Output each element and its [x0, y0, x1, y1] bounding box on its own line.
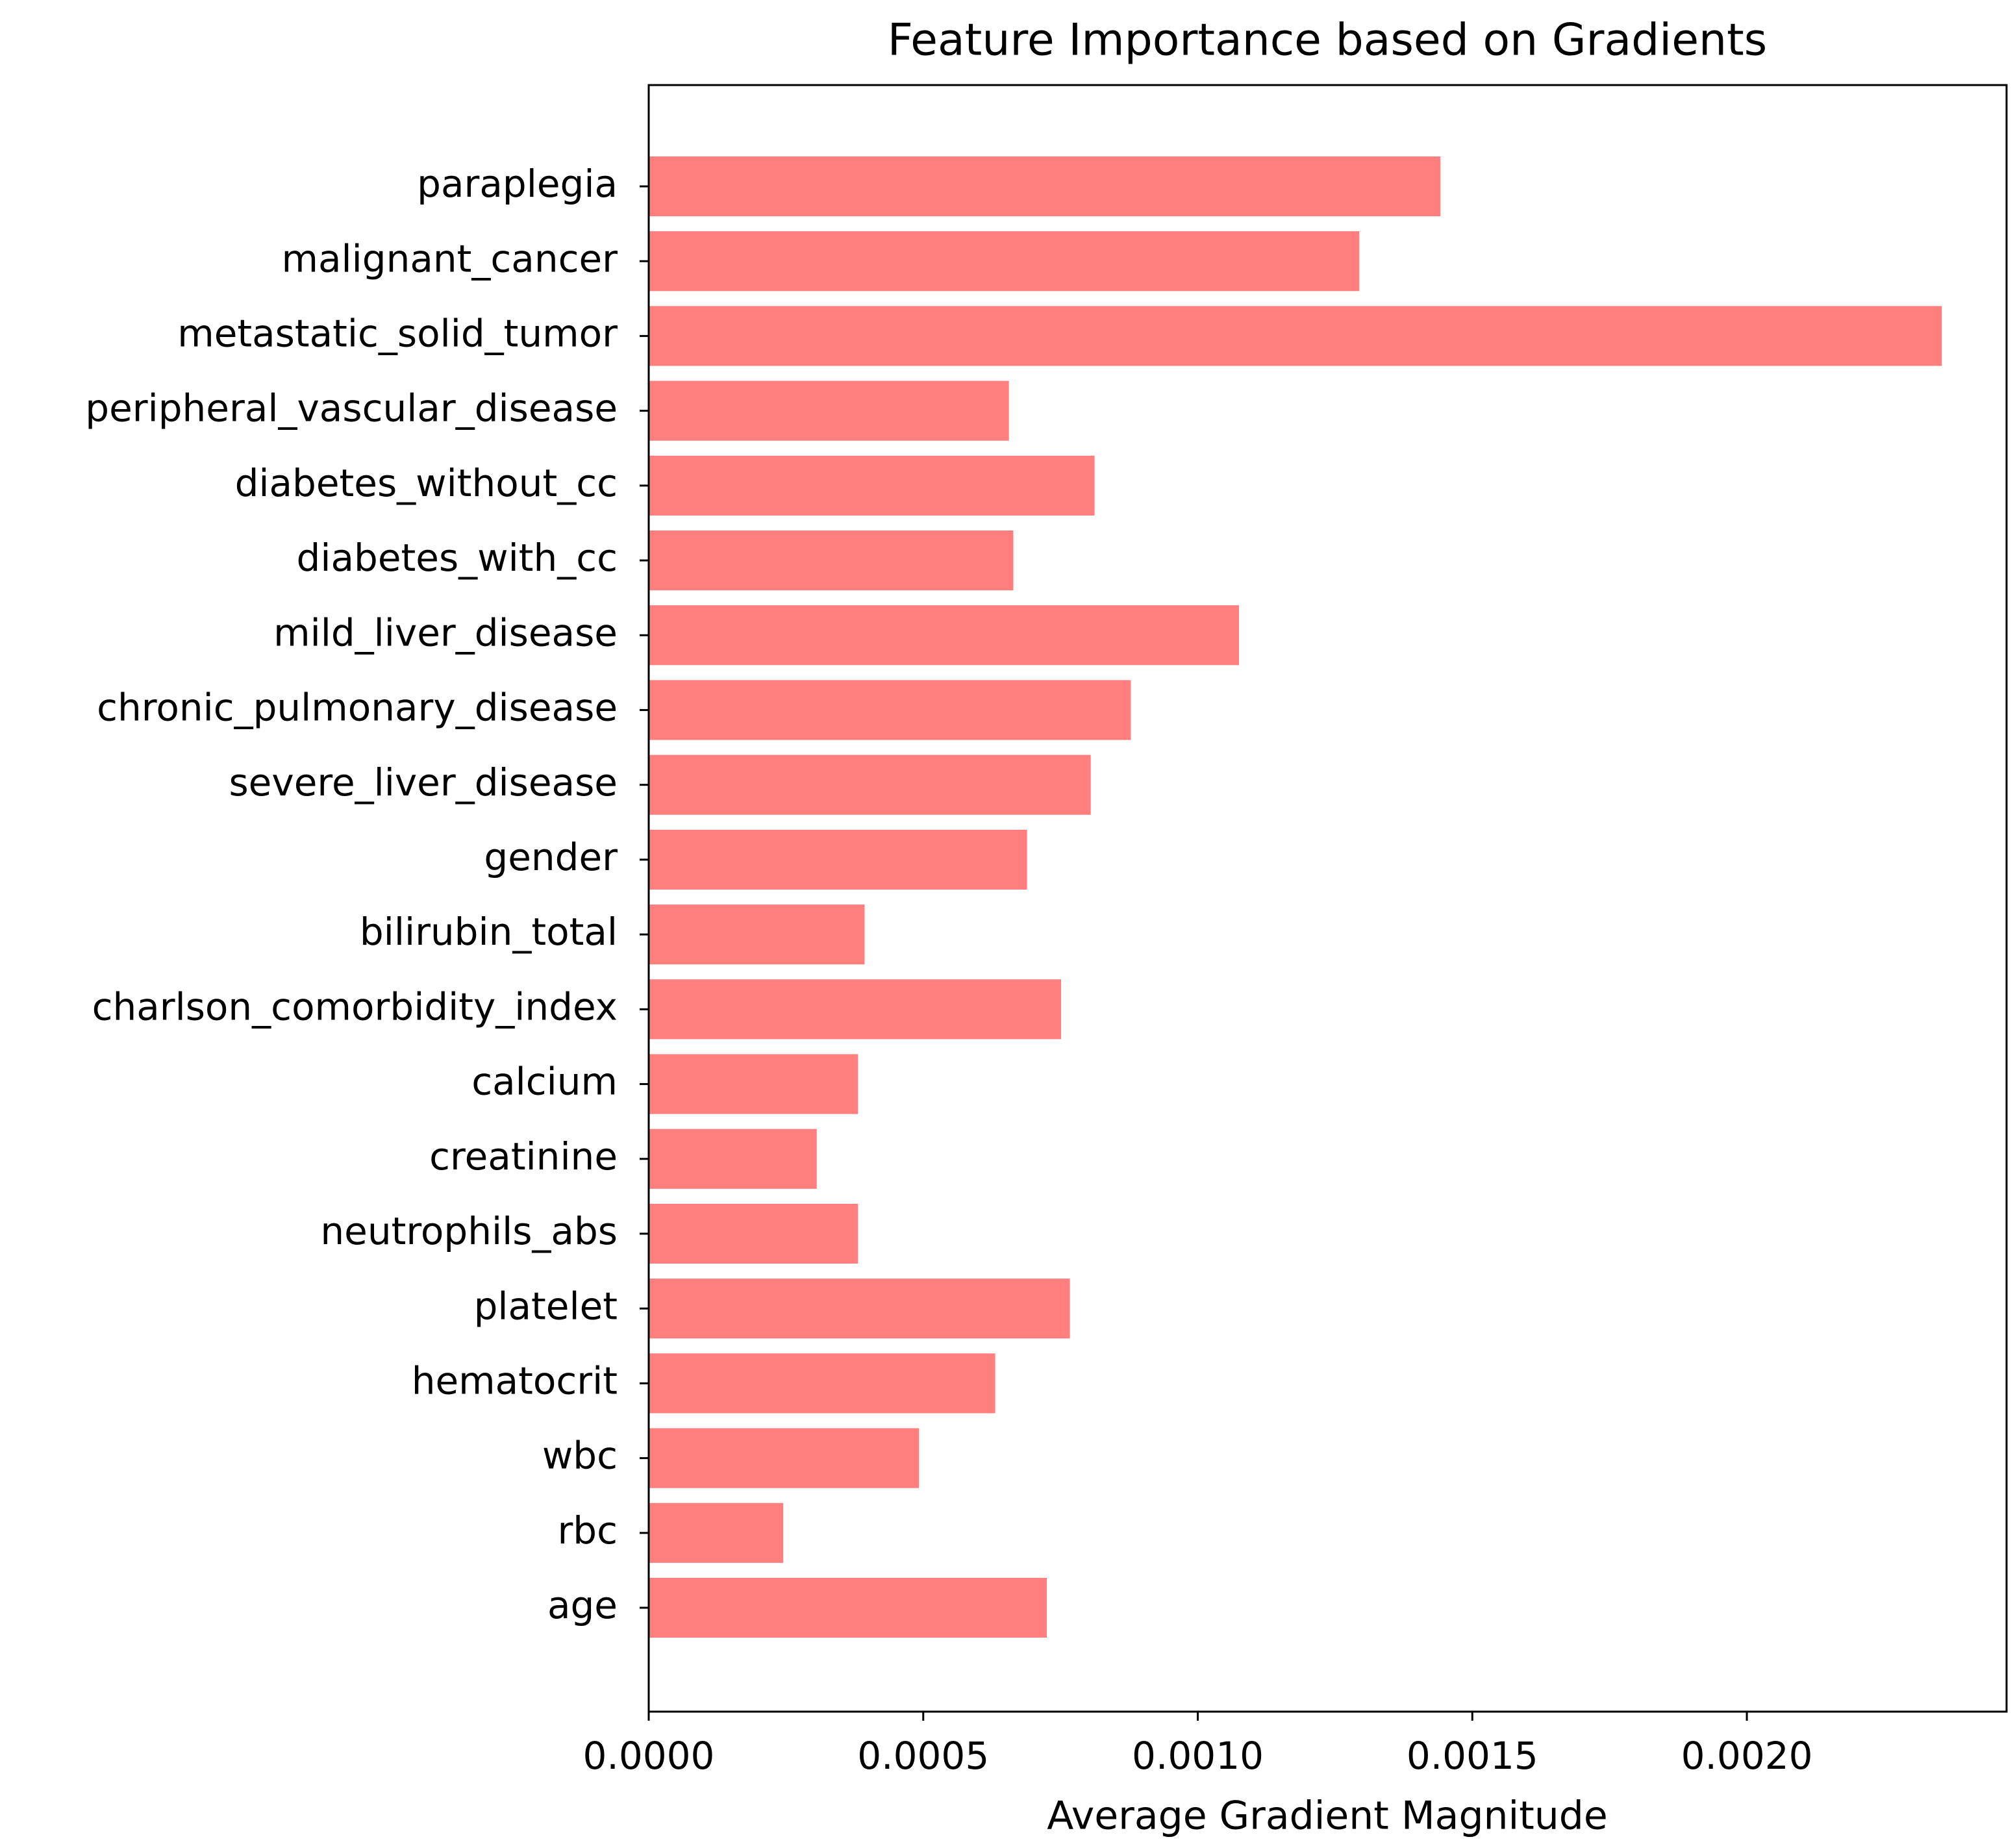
bar — [649, 455, 1095, 516]
x-tick-label: 0.0020 — [1681, 1734, 1813, 1778]
x-tick-label: 0.0005 — [857, 1734, 989, 1778]
y-tick-label: wbc — [542, 1434, 618, 1478]
y-tick-label: gender — [484, 835, 618, 879]
y-tick-label: diabetes_without_cc — [235, 461, 618, 505]
x-tick-label: 0.0000 — [583, 1734, 715, 1778]
y-tick-label: platelet — [474, 1284, 618, 1328]
y-tick-label: age — [547, 1583, 618, 1627]
bar — [649, 156, 1441, 217]
bar — [649, 231, 1360, 292]
bar — [649, 1203, 858, 1264]
y-tick-label: rbc — [557, 1508, 618, 1553]
bar — [649, 755, 1091, 815]
chart-title: Feature Importance based on Gradients — [888, 15, 1767, 66]
y-tick-label: metastatic_solid_tumor — [177, 312, 618, 356]
y-tick-label: calcium — [471, 1060, 618, 1104]
bar — [649, 1577, 1047, 1638]
y-tick-label: diabetes_with_cc — [297, 536, 618, 580]
x-tick-label: 0.0010 — [1132, 1734, 1264, 1778]
x-axis-label: Average Gradient Magnitude — [1047, 1793, 1608, 1839]
bar — [649, 1054, 858, 1114]
y-tick-label: peripheral_vascular_disease — [85, 386, 618, 431]
y-tick-label: creatinine — [429, 1134, 618, 1179]
bar — [649, 680, 1131, 740]
bar — [649, 829, 1027, 890]
y-tick-label: neutrophils_abs — [320, 1209, 618, 1253]
bar — [649, 1129, 817, 1189]
x-tick-label: 0.0015 — [1407, 1734, 1538, 1778]
y-tick-label: severe_liver_disease — [229, 760, 618, 805]
bar — [649, 1353, 995, 1414]
bar — [649, 979, 1061, 1040]
bar — [649, 381, 1009, 441]
y-tick-label: charlson_comorbidity_index — [92, 984, 618, 1029]
y-tick-label: bilirubin_total — [360, 910, 618, 954]
bar — [649, 1503, 784, 1563]
y-tick-label: chronic_pulmonary_disease — [97, 686, 618, 730]
bar — [649, 605, 1239, 666]
y-tick-label: hematocrit — [412, 1358, 618, 1403]
bar — [649, 530, 1014, 591]
y-tick-label: malignant_cancer — [282, 236, 618, 281]
bar — [649, 1279, 1070, 1339]
y-tick-label: paraplegia — [417, 162, 618, 206]
bar — [649, 1428, 920, 1488]
bar — [649, 905, 865, 965]
bar — [649, 306, 1942, 366]
y-tick-label: mild_liver_disease — [273, 610, 618, 655]
plot-frame — [647, 84, 2008, 1713]
